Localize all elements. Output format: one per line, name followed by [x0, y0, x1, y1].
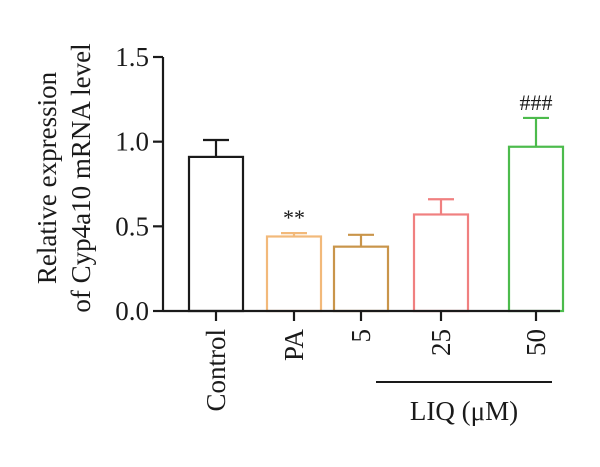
x-tick-label: Control	[201, 329, 231, 412]
significance-label: ###	[520, 90, 553, 115]
y-axis-label-line1: Relative expression	[32, 71, 62, 284]
bars: ** ###	[187, 90, 565, 313]
group-label: LIQ (μM)	[410, 396, 518, 426]
y-tick-label: 1.0	[115, 127, 149, 157]
bar	[265, 235, 323, 313]
x-axis: Control PA 5 25 50	[163, 309, 560, 412]
bar	[412, 213, 470, 313]
bar	[332, 245, 390, 313]
x-tick-label: 25	[426, 329, 456, 356]
y-axis: 0.0 0.5 1.0 1.5	[115, 42, 165, 326]
y-axis-label-line2: of Cyp4a10 mRNA level	[66, 43, 96, 312]
y-tick-label: 0.0	[115, 296, 149, 326]
bar	[507, 145, 565, 313]
y-tick-label: 1.5	[115, 42, 149, 72]
x-tick-label: PA	[279, 329, 309, 362]
y-tick-label: 0.5	[115, 211, 149, 241]
x-tick-label: 5	[346, 329, 376, 343]
x-tick-label: 50	[521, 329, 551, 356]
bar	[187, 155, 245, 313]
significance-label: **	[283, 205, 305, 230]
